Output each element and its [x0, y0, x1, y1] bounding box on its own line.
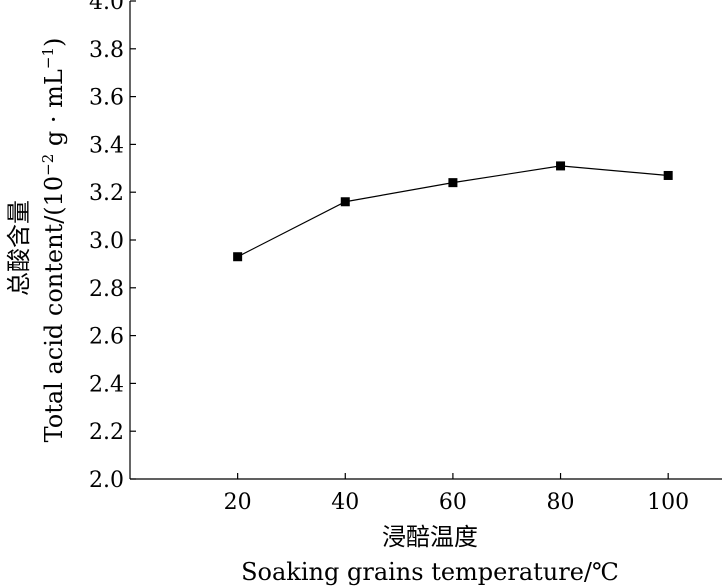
y-tick-label: 3.8	[89, 38, 124, 63]
y-tick-label: 2.4	[89, 372, 124, 397]
y-axis-title-en: Total acid content/(10−2 g · mL−1)	[39, 38, 68, 443]
x-tick-label: 80	[547, 490, 575, 515]
y-axis-title-en-end: )	[40, 38, 68, 47]
y-axis-title-en-exp1: −2	[39, 154, 57, 176]
x-tick-label: 100	[647, 490, 689, 515]
y-tick-label: 2.0	[89, 468, 124, 493]
series-layer	[233, 161, 673, 262]
y-ticks: 2.0 2.2 2.4 2.6 2.8 3.0 3.2 3.4 3.6 3.8 4.0	[89, 0, 136, 493]
data-point-marker	[448, 178, 458, 188]
data-point-marker	[663, 170, 673, 180]
data-point-marker	[233, 252, 243, 262]
y-axis-title-en-mid: g · mL	[40, 69, 68, 154]
y-tick-label: 3.6	[89, 86, 124, 111]
y-axis-title-cn: 总酸含量	[5, 200, 33, 296]
x-axis-title-en: Soaking grains temperature/℃	[241, 558, 619, 586]
data-point-marker	[340, 197, 350, 207]
x-tick-label: 20	[224, 490, 252, 515]
x-axis-title-cn: 浸醅温度	[382, 523, 478, 551]
y-tick-label: 3.4	[89, 133, 124, 158]
x-tick-label: 40	[331, 490, 359, 515]
y-tick-label: 2.2	[89, 420, 124, 445]
y-axis-title-en-exp2: −1	[39, 47, 57, 69]
y-tick-label: 3.0	[89, 229, 124, 254]
x-tick-label: 60	[439, 490, 467, 515]
y-tick-label: 2.8	[89, 277, 124, 302]
data-point-marker	[556, 161, 566, 171]
y-tick-label: 3.2	[89, 181, 124, 206]
y-axis-title-en-main: Total acid content/(10	[40, 176, 68, 443]
y-tick-label: 4.0	[89, 0, 124, 15]
x-ticks: 20 40 60 80 100	[224, 473, 689, 515]
y-tick-label: 2.6	[89, 325, 124, 350]
